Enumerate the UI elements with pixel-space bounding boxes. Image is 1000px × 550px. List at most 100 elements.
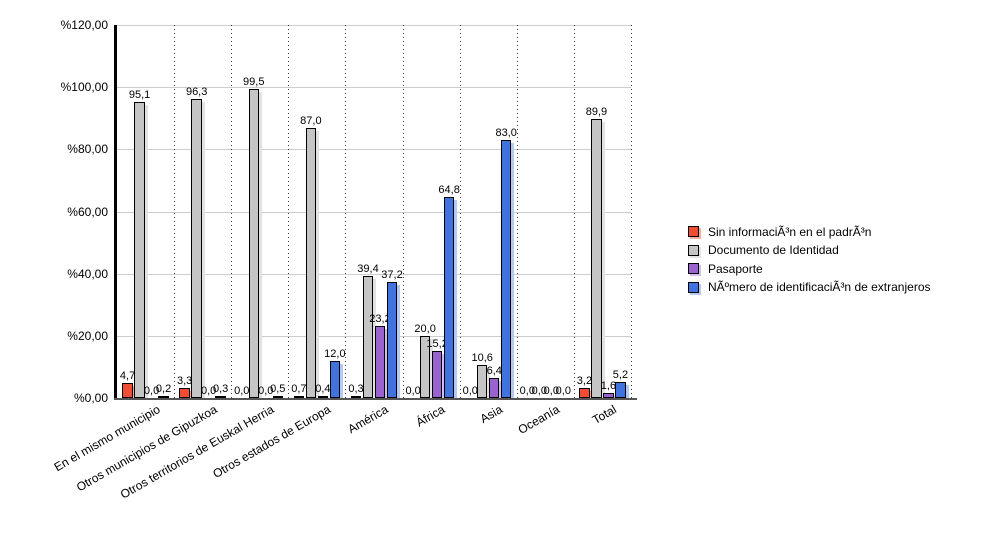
bar xyxy=(374,325,386,398)
category-separator xyxy=(516,25,518,398)
y-gridline xyxy=(117,25,631,26)
bar-value-label: 0,0 xyxy=(462,385,478,397)
bar xyxy=(215,396,226,398)
bar-value-label: 0,0 xyxy=(519,385,535,397)
bar xyxy=(615,381,626,398)
bar-value-label: 23,2 xyxy=(369,312,391,325)
category-axis-label: Asia xyxy=(477,402,505,426)
y-axis-tick-label: %80,00 xyxy=(67,142,108,157)
category-axis-label: América xyxy=(345,402,391,437)
bar-value-label: 6,4 xyxy=(486,365,502,378)
category-separator xyxy=(288,25,290,398)
bar-value-label: 0,0 xyxy=(258,385,274,397)
bar xyxy=(272,396,284,398)
legend-swatch xyxy=(688,263,699,275)
bar xyxy=(362,275,374,398)
bar xyxy=(329,360,341,398)
bar-value-label: 0,5 xyxy=(270,383,286,395)
bar-value-label: 83,0 xyxy=(495,127,517,139)
category-axis-label: África xyxy=(414,402,448,430)
y-gridline xyxy=(117,211,631,213)
legend-row: NÃºmero de identificaciÃ³n de extranjero… xyxy=(688,279,931,297)
category-separator xyxy=(631,25,632,398)
bar-value-label: 96,3 xyxy=(185,85,208,98)
legend-swatch xyxy=(688,281,699,293)
legend-swatch xyxy=(688,226,699,238)
category-separator xyxy=(174,25,176,398)
category-axis-label: Oceanía xyxy=(515,402,562,437)
bar-value-label: 0,4 xyxy=(315,383,331,395)
bar xyxy=(476,365,488,398)
y-axis-tick-label: %0,00 xyxy=(73,391,108,405)
legend-row: Sin informaciÃ³n en el padrÃ³n xyxy=(688,223,931,241)
bar-value-label: 39,4 xyxy=(357,262,379,275)
legend-label: Pasaporte xyxy=(708,261,763,276)
bar-value-label: 89,9 xyxy=(585,105,608,118)
bar-value-label: 37,2 xyxy=(381,269,403,282)
bar xyxy=(579,388,590,398)
bar xyxy=(191,98,202,398)
bar xyxy=(293,395,305,398)
bar-value-label: 0,0 xyxy=(201,385,217,397)
x-axis-line xyxy=(114,398,637,400)
category-separator xyxy=(231,25,233,398)
category-separator xyxy=(459,25,461,398)
bar-value-label: 3,3 xyxy=(177,374,193,387)
bar-value-label: 64,8 xyxy=(438,183,460,196)
bar-value-label: 1,6 xyxy=(600,380,617,393)
bar-value-label: 87,0 xyxy=(300,114,322,127)
bar xyxy=(317,396,329,398)
category-separator xyxy=(573,25,575,398)
bar xyxy=(431,350,443,398)
y-axis-tick-label: %20,00 xyxy=(67,328,108,343)
bar xyxy=(248,88,260,398)
y-gridline xyxy=(117,87,631,89)
bar-value-label: 99,5 xyxy=(243,75,265,88)
bar xyxy=(350,396,362,398)
y-axis-tick-label: %40,00 xyxy=(67,266,108,281)
bar-value-label: 0,3 xyxy=(348,383,364,395)
category-separator xyxy=(402,25,404,398)
category-axis-label: Total xyxy=(589,402,619,427)
bar xyxy=(158,396,169,398)
y-gridline xyxy=(117,273,631,275)
bar-value-label: 95,1 xyxy=(128,89,151,102)
bar xyxy=(443,196,455,398)
bar-value-label: 0,3 xyxy=(213,383,229,395)
bar-value-label: 0,2 xyxy=(155,383,172,395)
bar-value-label: 20,0 xyxy=(414,322,436,335)
bar-value-label: 4,7 xyxy=(119,370,136,383)
bar xyxy=(488,378,500,398)
y-axis-tick-label: %120,00 xyxy=(60,18,108,32)
bar-value-label: 15,2 xyxy=(426,337,448,350)
bar-value-label: 0,0 xyxy=(555,385,571,397)
bar xyxy=(603,393,614,398)
legend: Sin informaciÃ³n en el padrÃ³n Documento … xyxy=(688,223,931,297)
bar xyxy=(179,387,190,398)
y-axis-tick-label: %100,00 xyxy=(60,80,108,95)
legend-row: Documento de Identidad xyxy=(688,242,931,260)
bar-value-label: 0,0 xyxy=(543,385,559,397)
legend-swatch xyxy=(688,244,699,256)
legend-label: Documento de Identidad xyxy=(708,243,839,258)
bar xyxy=(134,102,145,398)
bar xyxy=(305,127,317,398)
bar-value-label: 12,0 xyxy=(324,347,346,360)
bar-value-label: 10,6 xyxy=(471,352,493,365)
category-separator xyxy=(345,25,347,398)
bar-value-label: 0,7 xyxy=(291,382,307,395)
y-gridline xyxy=(117,149,631,151)
bar xyxy=(591,118,602,398)
bar-value-label: 0,0 xyxy=(143,385,160,397)
bar-value-label: 0,0 xyxy=(234,385,250,397)
legend-label: NÃºmero de identificaciÃ³n de extranjero… xyxy=(708,280,931,295)
y-axis-tick-label: %60,00 xyxy=(67,204,108,219)
bar-value-label: 0,0 xyxy=(531,385,547,397)
bar xyxy=(122,383,133,398)
bar-value-label: 5,2 xyxy=(612,368,629,381)
bar xyxy=(386,282,398,398)
bar xyxy=(419,335,431,398)
bar-value-label: 0,0 xyxy=(405,385,421,397)
legend-row: Pasaporte xyxy=(688,260,931,278)
